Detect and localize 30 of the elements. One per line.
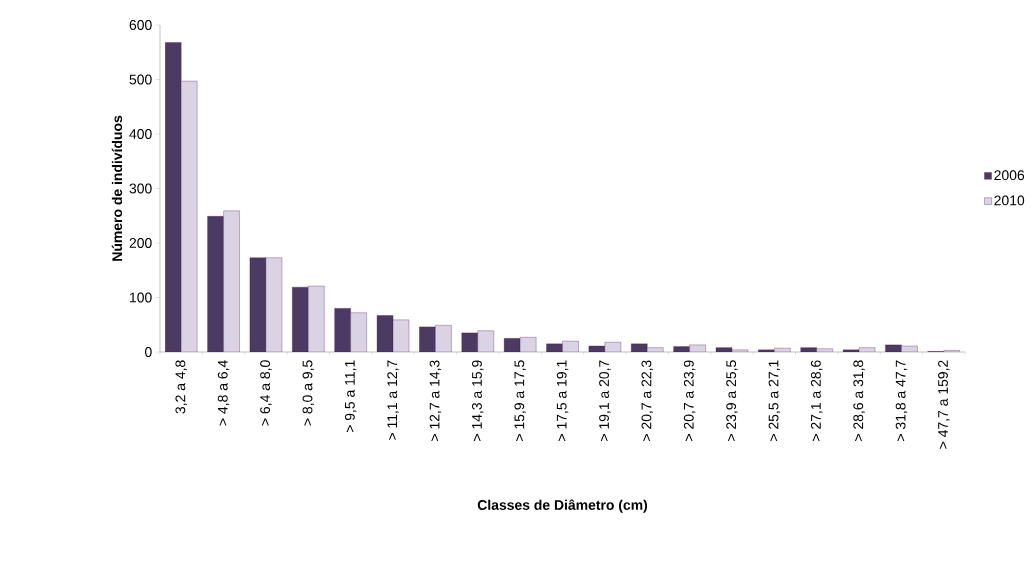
x-tick-label: > 23,9 a 25,5 [726,360,738,441]
x-tick-label: > 47,7 a 159,2 [938,360,950,449]
y-tick-label: 200 [129,238,152,248]
legend-label: 2006 [994,170,1025,181]
y-tick-label: 300 [129,183,152,194]
x-tick-label: > 11,1 a 12,7 [387,360,399,440]
x-tick-label: > 31,8 a 47,7 [895,360,908,441]
x-tick-label: > 19,1 a 20,7 [599,360,611,441]
x-tick-label: > 20,7 a 22,3 [641,360,653,441]
x-tick-label: > 6,4 a 8,0 [260,360,272,426]
y-tick-label: 0 [145,347,152,357]
x-tick-label: > 25,5 a 27,1 [768,360,781,441]
x-tick-label: > 14,3 a 15,9 [472,360,484,441]
legend-label: 2010 [994,195,1025,206]
y-tick-label: 600 [129,20,152,30]
x-axis-title: Classes de Diâmetro (cm) [477,499,648,513]
x-tick-label: > 17,5 a 19,1 [556,360,569,441]
x-tick-label: > 12,7 a 14,3 [429,360,442,441]
y-tick-label: 500 [129,74,152,85]
y-tick-label: 400 [129,129,152,139]
y-axis-title: Número de indivíduos [111,115,123,261]
x-tick-label: > 4,8 a 6,4 [217,360,230,426]
x-tick-label: > 20,7 a 23,9 [683,360,696,441]
y-tick-label: 100 [130,292,152,303]
x-tick-label: > 15,9 a 17,5 [514,360,526,441]
x-tick-label: > 8,0 a 9,5 [302,360,315,426]
x-tick-label: 3,2 a 4,8 [175,360,187,414]
x-tick-label: > 9,5 a 11,1 [344,360,357,433]
x-tick-label: > 27,1 a 28,6 [810,360,823,441]
x-tick-label: > 28,6 a 31,8 [853,360,865,441]
